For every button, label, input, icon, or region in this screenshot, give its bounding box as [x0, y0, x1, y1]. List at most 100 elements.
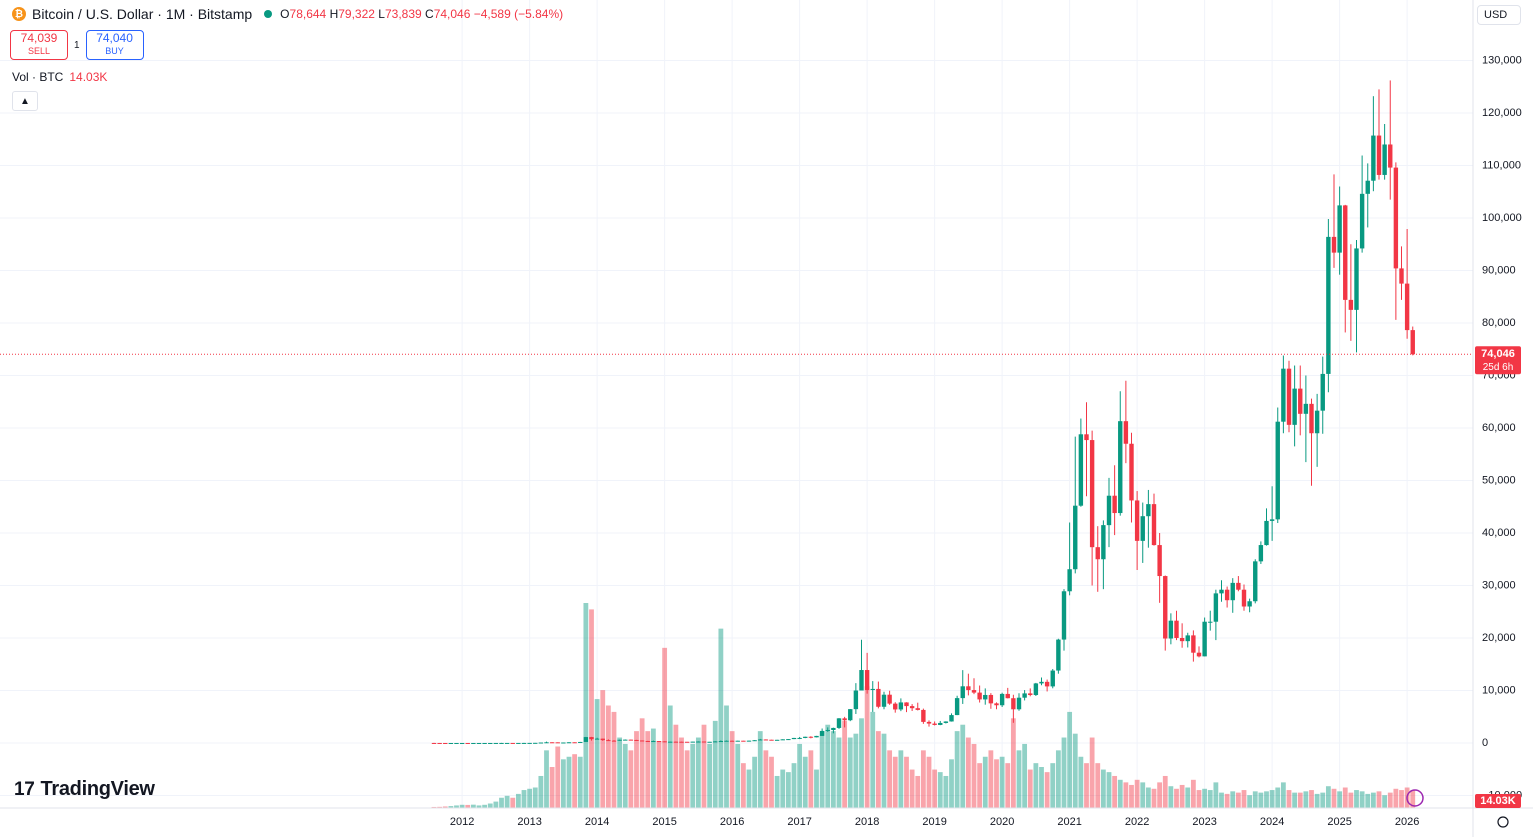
volume-bar: [1258, 792, 1264, 808]
volume-bar: [1084, 763, 1089, 808]
sell-button[interactable]: 74,039 SELL: [10, 30, 68, 60]
candle-body: [1281, 368, 1286, 422]
candle-body: [504, 742, 510, 744]
candle-body: [656, 741, 662, 743]
volume-bar: [943, 775, 949, 808]
volume-bar: [1140, 782, 1146, 808]
volume-bar: [791, 763, 797, 808]
candle-body: [1292, 388, 1297, 425]
last-price-badge: [1475, 346, 1521, 375]
candle-body: [1185, 635, 1190, 642]
y-tick-label: 60,000: [1482, 422, 1516, 434]
candle-body: [1320, 373, 1325, 411]
coin-icon: ₿: [12, 7, 26, 21]
currency-button[interactable]: USD: [1477, 5, 1521, 25]
volume-bar: [465, 804, 471, 808]
volume-bar: [482, 804, 488, 808]
candle-body: [555, 742, 560, 744]
candle-body: [960, 686, 965, 699]
candle-body: [1354, 248, 1359, 310]
settings-icon[interactable]: [1497, 816, 1509, 828]
volume-bar: [1230, 791, 1236, 808]
x-tick-label: 2012: [450, 816, 474, 828]
x-tick-label: 2015: [652, 816, 676, 828]
volume-bar: [656, 741, 662, 808]
volume-bar: [487, 803, 493, 808]
volume-bar: [1123, 782, 1129, 808]
x-tick-label: 2024: [1260, 816, 1284, 828]
candle-body: [1033, 683, 1039, 696]
candle-body: [1151, 504, 1157, 546]
candle-body: [668, 741, 673, 743]
volume-bar: [836, 737, 842, 808]
buy-button[interactable]: 74,040 BUY: [85, 30, 144, 60]
candle-body: [538, 742, 544, 744]
volume-bar: [1027, 769, 1033, 808]
ohlc-key: C: [425, 7, 434, 21]
candle-body: [842, 718, 847, 721]
candle-body: [510, 742, 515, 744]
candle-body: [476, 742, 482, 744]
candle-body: [673, 741, 679, 743]
candle-body: [1084, 434, 1089, 441]
candle-body: [679, 741, 684, 743]
candle-body: [566, 742, 572, 744]
candle-body: [707, 741, 712, 743]
candle-body: [1224, 589, 1230, 601]
candle-body: [977, 692, 982, 700]
candle-body: [1236, 582, 1241, 590]
last-price-label: 74,046: [1481, 348, 1515, 360]
volume-bar: [724, 705, 729, 808]
volume-bar: [825, 724, 831, 808]
volume-bar: [1348, 792, 1354, 808]
volume-bar: [594, 699, 600, 808]
volume-bar: [875, 731, 881, 808]
y-tick-label: 100,000: [1482, 212, 1522, 224]
candle-body: [662, 741, 667, 743]
ohlc-key: O: [280, 7, 290, 21]
candle-body: [898, 702, 904, 710]
brand-logo[interactable]: 17 TradingView: [14, 778, 155, 801]
candle-body: [1298, 388, 1303, 414]
candle-body: [1067, 569, 1072, 592]
candle-body: [1129, 443, 1134, 501]
candle-body: [814, 735, 819, 738]
candle-body: [1112, 495, 1117, 514]
volume-bar: [864, 686, 870, 808]
candle-body: [561, 742, 566, 744]
volume-bar: [797, 743, 803, 808]
candle-body: [1174, 620, 1179, 638]
volume-bar: [757, 731, 763, 808]
x-tick-label: 2019: [922, 816, 946, 828]
volume-bar: [780, 769, 786, 808]
candle-body: [859, 670, 864, 691]
candle-body: [634, 739, 639, 741]
candle-body: [853, 690, 859, 710]
candle-body: [471, 742, 476, 744]
x-tick-label: 2022: [1125, 816, 1149, 828]
candle-body: [831, 727, 836, 730]
candle-body: [454, 742, 459, 744]
plot-area: [0, 0, 1473, 808]
buy-price: 74,040: [96, 31, 133, 45]
candle-body: [431, 742, 437, 744]
collapse-button[interactable]: ▲: [12, 91, 38, 111]
countdown-label: 25d 6h: [1483, 362, 1514, 373]
volume-bar: [1100, 769, 1106, 808]
candle-body: [904, 702, 909, 707]
volume-bar: [718, 628, 724, 808]
volume-bar: [1112, 775, 1118, 808]
volume-bar: [1207, 790, 1213, 808]
candle-body: [876, 688, 881, 707]
candle-body: [971, 690, 977, 693]
volume-bar: [1095, 763, 1101, 808]
volume-bar: [735, 743, 741, 808]
volume-bar: [1325, 786, 1331, 808]
symbol-title[interactable]: Bitcoin / U.S. Dollar · 1M · Bitstamp: [32, 6, 253, 22]
candle-body: [606, 740, 611, 742]
volume-bar: [695, 737, 701, 808]
candle-body: [1202, 621, 1207, 657]
volume-bar: [459, 804, 465, 808]
volume-bar: [1320, 792, 1326, 808]
